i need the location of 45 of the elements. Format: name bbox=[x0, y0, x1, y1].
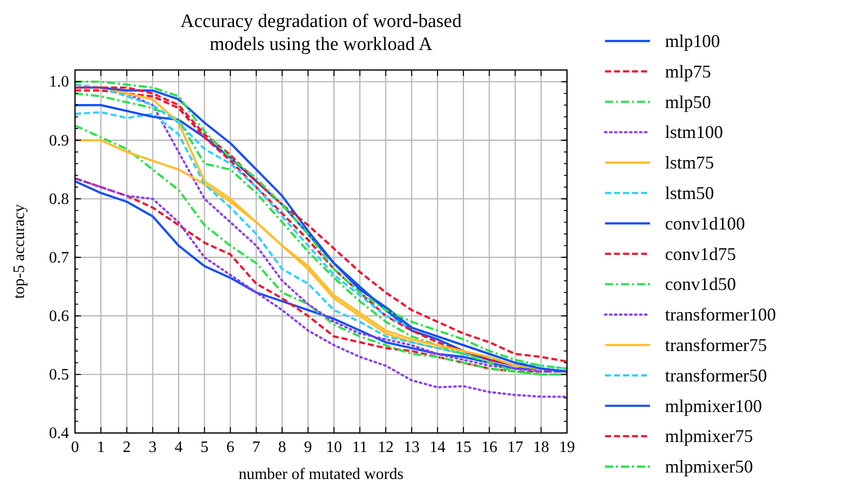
x-tick-label: 17 bbox=[507, 439, 524, 456]
y-tick-label: 0.7 bbox=[49, 249, 69, 266]
y-tick-label: 0.8 bbox=[49, 190, 69, 208]
legend-label: conv1d100 bbox=[665, 213, 745, 234]
x-tick-label: 14 bbox=[430, 439, 446, 456]
legend-label: mlpmixer50 bbox=[665, 456, 753, 477]
legend-label: mlp50 bbox=[665, 92, 712, 112]
x-tick-label: 7 bbox=[252, 439, 260, 456]
x-tick-label: 9 bbox=[304, 439, 312, 456]
x-tick-label: 16 bbox=[481, 439, 498, 456]
x-tick-label: 2 bbox=[122, 439, 131, 456]
x-tick-label: 18 bbox=[533, 439, 550, 456]
legend-label: lstm100 bbox=[665, 122, 724, 142]
chart-title: Accuracy degradation of word-based models using the workload A bbox=[180, 11, 462, 55]
x-tick-label: 13 bbox=[404, 439, 420, 456]
y-tick-label: 0.5 bbox=[49, 366, 69, 384]
x-tick-label: 3 bbox=[148, 439, 157, 456]
x-tick-label: 11 bbox=[352, 439, 368, 456]
y-axis-title: top-5 accuracy bbox=[11, 204, 28, 299]
x-tick-label: 1 bbox=[96, 439, 105, 456]
legend-label: transformer50 bbox=[665, 365, 767, 386]
x-tick-label: 5 bbox=[200, 439, 208, 456]
legend-label: mlpmixer100 bbox=[665, 396, 762, 416]
x-tick-label: 10 bbox=[326, 439, 342, 456]
legend-label: lstm50 bbox=[665, 183, 714, 203]
x-tick-label: 19 bbox=[559, 439, 575, 456]
legend-label: transformer100 bbox=[665, 304, 776, 325]
x-tick-label: 0 bbox=[71, 439, 79, 456]
x-tick-label: 15 bbox=[455, 439, 472, 456]
legend-label: mlpmixer75 bbox=[665, 426, 753, 446]
y-tick-label: 0.4 bbox=[49, 425, 69, 442]
legend-label: conv1d75 bbox=[665, 244, 736, 264]
y-tick-label: 0.9 bbox=[49, 132, 69, 150]
legend-label: mlp75 bbox=[665, 61, 712, 82]
y-tick-label: 0.6 bbox=[49, 308, 69, 325]
x-tick-label: 12 bbox=[378, 439, 394, 456]
x-tick-label: 8 bbox=[278, 439, 286, 456]
y-tick-label: 1.0 bbox=[49, 74, 69, 91]
legend-label: conv1d50 bbox=[665, 274, 736, 294]
x-tick-label: 4 bbox=[174, 439, 183, 456]
legend-label: lstm75 bbox=[665, 152, 714, 173]
x-axis-title: number of mutated words bbox=[238, 466, 404, 483]
legend-label: transformer75 bbox=[665, 335, 767, 355]
x-tick-label: 6 bbox=[226, 439, 234, 456]
legend-label: mlp100 bbox=[665, 31, 720, 51]
